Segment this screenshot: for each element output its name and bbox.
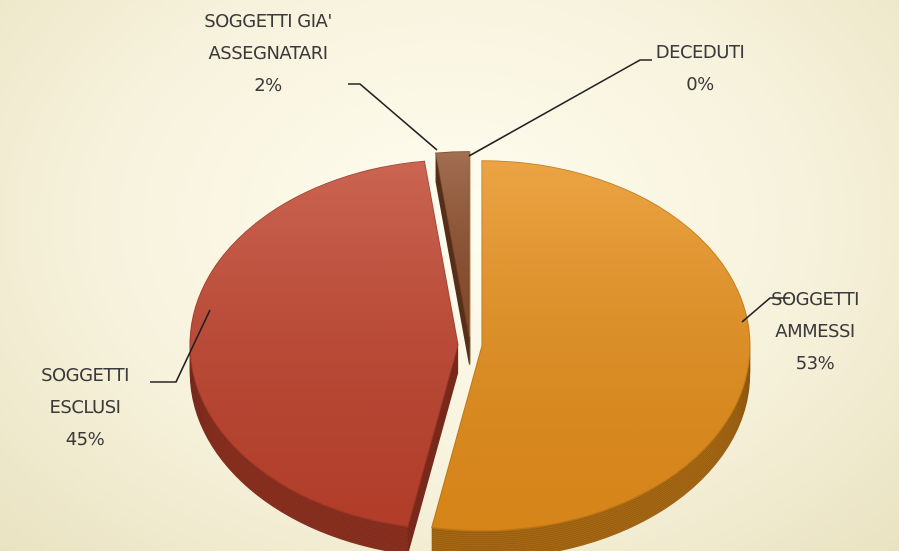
- value-label: 0%: [686, 74, 714, 95]
- leader-line: [468, 59, 652, 157]
- data-label: SOGGETTI AMMESSI 53%: [705, 284, 899, 380]
- category-label: DECEDUTI: [655, 42, 745, 63]
- category-label: SOGGETTI ESCLUSI: [41, 365, 129, 418]
- slice-shine: [431, 160, 750, 531]
- value-label: 2%: [254, 75, 282, 96]
- slice-shine: [435, 151, 470, 337]
- leader-line: [741, 297, 790, 323]
- category-label: SOGGETTI GIA' ASSEGNATARI: [204, 11, 332, 64]
- value-label: 45%: [65, 429, 105, 450]
- data-label: SOGGETTI GIA' ASSEGNATARI 2%: [158, 6, 378, 102]
- data-label: DECEDUTI 0%: [590, 37, 810, 101]
- value-label: 53%: [795, 353, 835, 374]
- leader-line: [348, 83, 438, 151]
- data-label: SOGGETTI ESCLUSI 45%: [0, 360, 195, 456]
- slice-shine: [190, 161, 459, 527]
- category-label: SOGGETTI AMMESSI: [771, 289, 859, 342]
- leader-line: [150, 309, 211, 383]
